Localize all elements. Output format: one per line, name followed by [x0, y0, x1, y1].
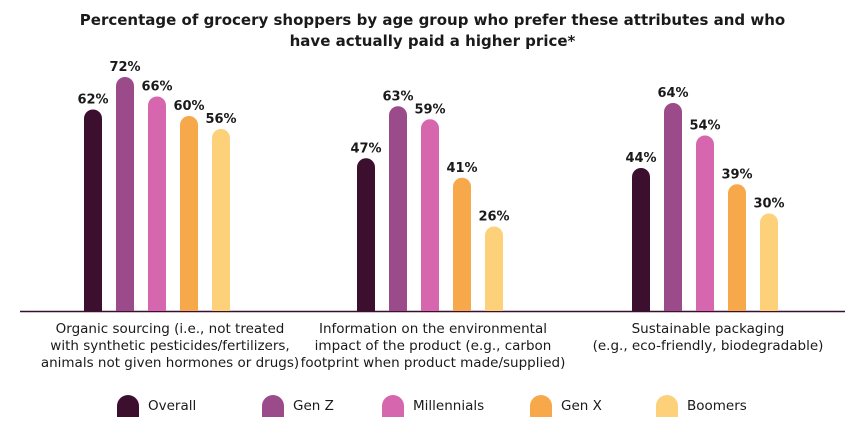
bar-gen-z-category-3 — [664, 103, 682, 311]
bar-millennials-category-2 — [421, 119, 439, 311]
legend-label-gen-z: Gen Z — [293, 398, 334, 414]
bar-millennials-category-3 — [696, 135, 714, 311]
data-label-gen-z-category-3: 64% — [657, 86, 688, 101]
legend-label-millennials: Millennials — [413, 398, 485, 414]
legend-swatch-millennials — [382, 395, 404, 417]
category-label-line: footprint when product made/supplied) — [300, 355, 566, 371]
data-label-millennials-category-2: 59% — [414, 102, 445, 117]
legend: Overall Gen Z Millennials Gen X Boomers — [0, 395, 865, 421]
category-label-line: Organic sourcing (i.e., not treated — [55, 321, 285, 337]
bar-boomers-category-3 — [760, 213, 778, 311]
data-label-overall-category-2: 47% — [350, 141, 381, 156]
data-label-gen-z-category-1: 72% — [109, 60, 140, 75]
data-label-gen-x-category-3: 39% — [721, 167, 752, 182]
legend-item-boomers: Boomers — [656, 395, 747, 417]
bar-gen-z-category-1 — [116, 77, 134, 311]
chart-title: Percentage of grocery shoppers by age gr… — [0, 10, 865, 52]
bar-overall-category-3 — [632, 168, 650, 311]
legend-swatch-boomers — [656, 395, 678, 417]
category-label-organic-sourcing: Organic sourcing (i.e., not treated with… — [20, 321, 320, 372]
bar-overall-category-2 — [357, 158, 375, 311]
legend-label-boomers: Boomers — [687, 398, 747, 414]
data-label-boomers-category-3: 30% — [753, 197, 784, 212]
category-label-line: impact of the product (e.g., carbon — [314, 338, 552, 354]
chart-title-line-1: Percentage of grocery shoppers by age gr… — [79, 11, 786, 29]
category-label-environmental-info: Information on the environmental impact … — [283, 321, 583, 372]
category-label-line: animals not given hormones or drugs) — [40, 355, 300, 371]
category-label-line: Information on the environmental — [319, 321, 547, 337]
legend-item-millennials: Millennials — [382, 395, 484, 417]
legend-swatch-gen-z — [262, 395, 284, 417]
legend-label-overall: Overall — [148, 398, 197, 414]
bar-gen-z-category-2 — [389, 106, 407, 311]
bar-gen-x-category-3 — [728, 184, 746, 311]
bar-millennials-category-1 — [148, 96, 166, 311]
category-label-line: (e.g., eco-friendly, biodegradable) — [592, 338, 824, 354]
category-label-line: Sustainable packaging — [631, 321, 785, 337]
legend-item-gen-x: Gen X — [530, 395, 602, 417]
data-label-gen-x-category-1: 60% — [173, 99, 204, 114]
legend-item-overall: Overall — [117, 395, 196, 417]
data-label-millennials-category-1: 66% — [141, 80, 172, 95]
data-label-gen-z-category-2: 63% — [382, 89, 413, 104]
data-label-millennials-category-3: 54% — [689, 119, 720, 134]
data-label-overall-category-3: 44% — [625, 151, 656, 166]
bar-chart: 62% 72%66%60%56% 47% 63%59% 41% 26% 44% 64% 54% 3… — [20, 60, 845, 313]
bar-gen-x-category-2 — [453, 177, 471, 311]
legend-swatch-gen-x — [530, 395, 552, 417]
data-label-overall-category-1: 62% — [77, 93, 108, 108]
chart-title-line-2: have actually paid a higher price* — [289, 32, 576, 50]
category-label-sustainable-packaging: Sustainable packaging (e.g., eco-friendl… — [558, 321, 858, 355]
category-label-line: with synthetic pesticides/fertilizers, — [50, 338, 290, 354]
legend-label-gen-x: Gen X — [561, 398, 602, 414]
bar-boomers-category-1 — [212, 129, 230, 311]
bar-gen-x-category-1 — [180, 116, 198, 311]
data-label-gen-x-category-2: 41% — [446, 161, 477, 176]
data-label-boomers-category-1: 56% — [205, 112, 236, 127]
legend-swatch-overall — [117, 395, 139, 417]
legend-item-gen-z: Gen Z — [262, 395, 334, 417]
bar-overall-category-1 — [84, 109, 102, 311]
data-label-boomers-category-2: 26% — [478, 210, 509, 225]
bar-boomers-category-2 — [485, 226, 503, 311]
